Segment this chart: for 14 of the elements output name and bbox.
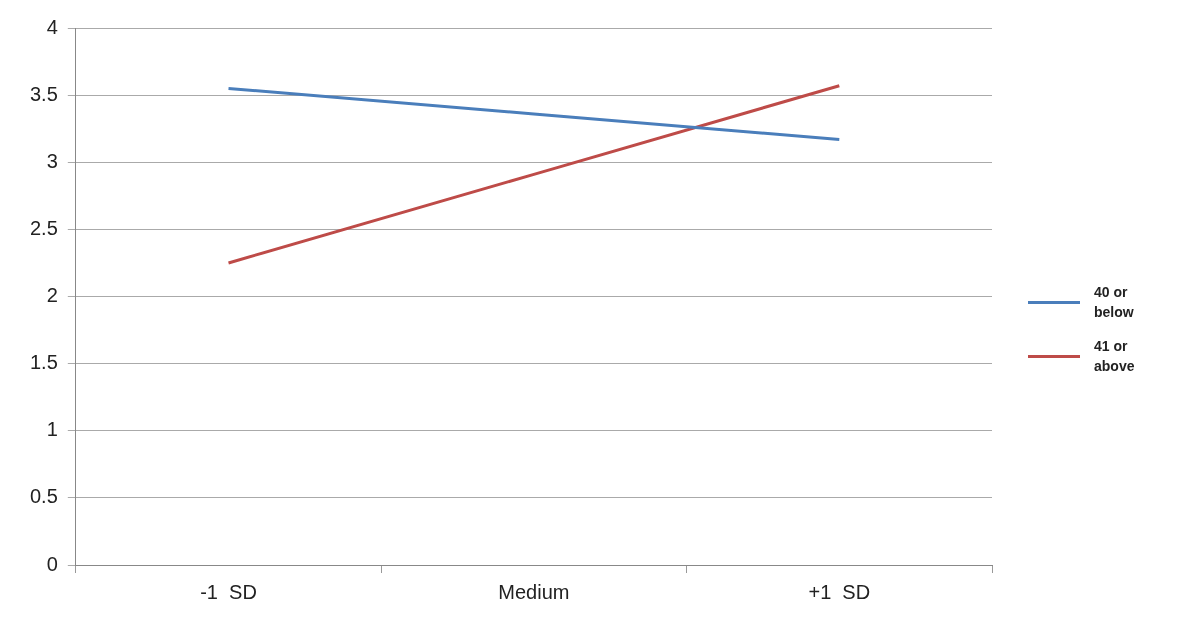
y-tick-label: 1 bbox=[46, 418, 58, 441]
y-tick-label: 2.5 bbox=[29, 216, 58, 239]
y-tick-label: 3.5 bbox=[29, 82, 58, 105]
x-tick-label: Medium bbox=[498, 580, 570, 603]
y-tick-label: 1.5 bbox=[29, 351, 58, 374]
y-tick-label: 3 bbox=[46, 149, 58, 172]
legend-label: 40 or below bbox=[1094, 283, 1135, 322]
y-tick-label: 0.5 bbox=[29, 485, 58, 508]
legend-label: 41 or above bbox=[1094, 337, 1136, 376]
y-tick-label: 0 bbox=[46, 552, 58, 575]
x-tick-label: -1 SD bbox=[200, 580, 257, 603]
y-tick-label: 2 bbox=[46, 284, 58, 307]
x-tick-label: +1 SD bbox=[808, 580, 871, 603]
y-tick-label: 4 bbox=[46, 15, 58, 38]
